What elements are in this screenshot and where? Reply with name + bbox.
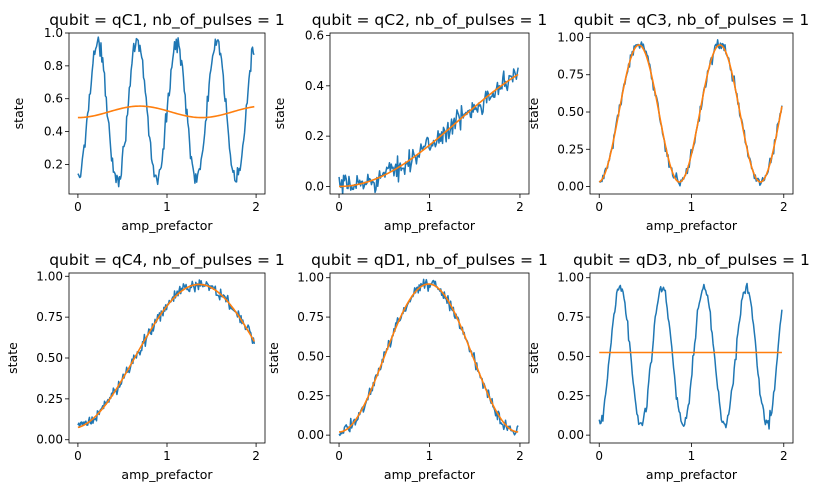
y-tick-label: 0.6 — [44, 92, 63, 106]
y-tick-label: 0.50 — [557, 349, 584, 363]
y-tick-label: 0.25 — [557, 142, 584, 156]
y-tick-label: 0.2 — [305, 129, 324, 143]
x-tick-label: 2 — [516, 449, 524, 463]
y-tick-label: 1.00 — [557, 271, 584, 285]
y-axis-label: state — [526, 342, 541, 374]
y-tick-label: 1.00 — [557, 30, 584, 44]
series-fit-line — [339, 73, 519, 188]
y-tick-label: 0.75 — [297, 310, 324, 324]
series-data-line — [77, 36, 255, 188]
series-fit-line — [77, 105, 255, 119]
x-tick-label: 1 — [426, 200, 434, 214]
y-tick-label: 0.75 — [36, 310, 63, 324]
x-axis-label: amp_prefactor — [646, 218, 738, 233]
series-fit-line — [598, 44, 783, 183]
x-tick-label: 0 — [74, 200, 82, 214]
y-axis-label: state — [266, 342, 281, 374]
y-tick-label: 0.50 — [557, 105, 584, 119]
x-tick-label: 2 — [780, 449, 788, 463]
x-tick-label: 1 — [163, 200, 171, 214]
y-tick-label: 0.2 — [44, 157, 63, 171]
x-tick-label: 0 — [595, 200, 603, 214]
chart-title: qubit = qC4, nb_of_pulses = 1 — [49, 251, 285, 270]
chart-title: qubit = qC1, nb_of_pulses = 1 — [49, 11, 285, 30]
x-tick-label: 1 — [163, 449, 171, 463]
x-tick-label: 2 — [516, 200, 524, 214]
y-axis-label: state — [272, 97, 287, 129]
chart-title: qubit = qC2, nb_of_pulses = 1 — [312, 11, 548, 30]
x-axis-label: amp_prefactor — [121, 467, 213, 482]
x-axis-label: amp_prefactor — [384, 467, 476, 482]
x-axis-label: amp_prefactor — [121, 218, 213, 233]
x-tick-label: 0 — [595, 449, 603, 463]
chart-title: qubit = qC3, nb_of_pulses = 1 — [574, 11, 810, 30]
chart-title: qubit = qD1, nb_of_pulses = 1 — [311, 251, 548, 270]
y-tick-label: 0.0 — [305, 179, 324, 193]
axes-frame — [589, 272, 794, 444]
x-tick-label: 2 — [252, 200, 260, 214]
y-axis-label: state — [526, 97, 541, 129]
y-tick-label: 0.50 — [297, 349, 324, 363]
x-tick-label: 1 — [688, 200, 696, 214]
series-data-line — [598, 39, 783, 187]
y-tick-label: 0.4 — [44, 125, 63, 139]
y-tick-label: 0.4 — [305, 79, 324, 93]
chart-title: qubit = qD3, nb_of_pulses = 1 — [573, 251, 810, 270]
x-tick-label: 1 — [688, 449, 696, 463]
y-axis-label: state — [11, 97, 26, 129]
y-tick-label: 1.00 — [36, 269, 63, 283]
y-tick-label: 0.50 — [36, 351, 63, 365]
series-data-line — [338, 278, 519, 437]
x-tick-label: 0 — [335, 449, 343, 463]
y-tick-label: 0.75 — [557, 68, 584, 82]
y-tick-label: 0.00 — [557, 180, 584, 194]
series-data-line — [338, 67, 519, 194]
x-tick-label: 0 — [74, 449, 82, 463]
y-tick-label: 0.00 — [36, 433, 63, 447]
y-tick-label: 0.25 — [557, 389, 584, 403]
series-data-line — [598, 282, 783, 430]
y-tick-label: 0.00 — [557, 428, 584, 442]
series-fit-line — [77, 283, 256, 429]
x-tick-label: 1 — [426, 449, 434, 463]
y-tick-label: 0.8 — [44, 59, 63, 73]
x-tick-label: 2 — [780, 200, 788, 214]
y-tick-label: 0.25 — [297, 389, 324, 403]
axes-frame — [68, 272, 266, 444]
x-tick-label: 0 — [335, 200, 343, 214]
y-axis-label: state — [5, 342, 20, 374]
y-tick-label: 0.75 — [557, 310, 584, 324]
series-fit-line — [338, 283, 519, 433]
y-tick-label: 1.00 — [297, 271, 324, 285]
y-tick-label: 0.25 — [36, 392, 63, 406]
y-tick-label: 0.6 — [305, 29, 324, 43]
axes-frame — [329, 32, 530, 195]
axes-frame — [589, 32, 794, 195]
x-axis-label: amp_prefactor — [646, 467, 738, 482]
x-tick-label: 2 — [252, 449, 260, 463]
y-tick-label: 0.00 — [297, 428, 324, 442]
x-axis-label: amp_prefactor — [384, 218, 476, 233]
y-tick-label: 1.0 — [44, 26, 63, 40]
